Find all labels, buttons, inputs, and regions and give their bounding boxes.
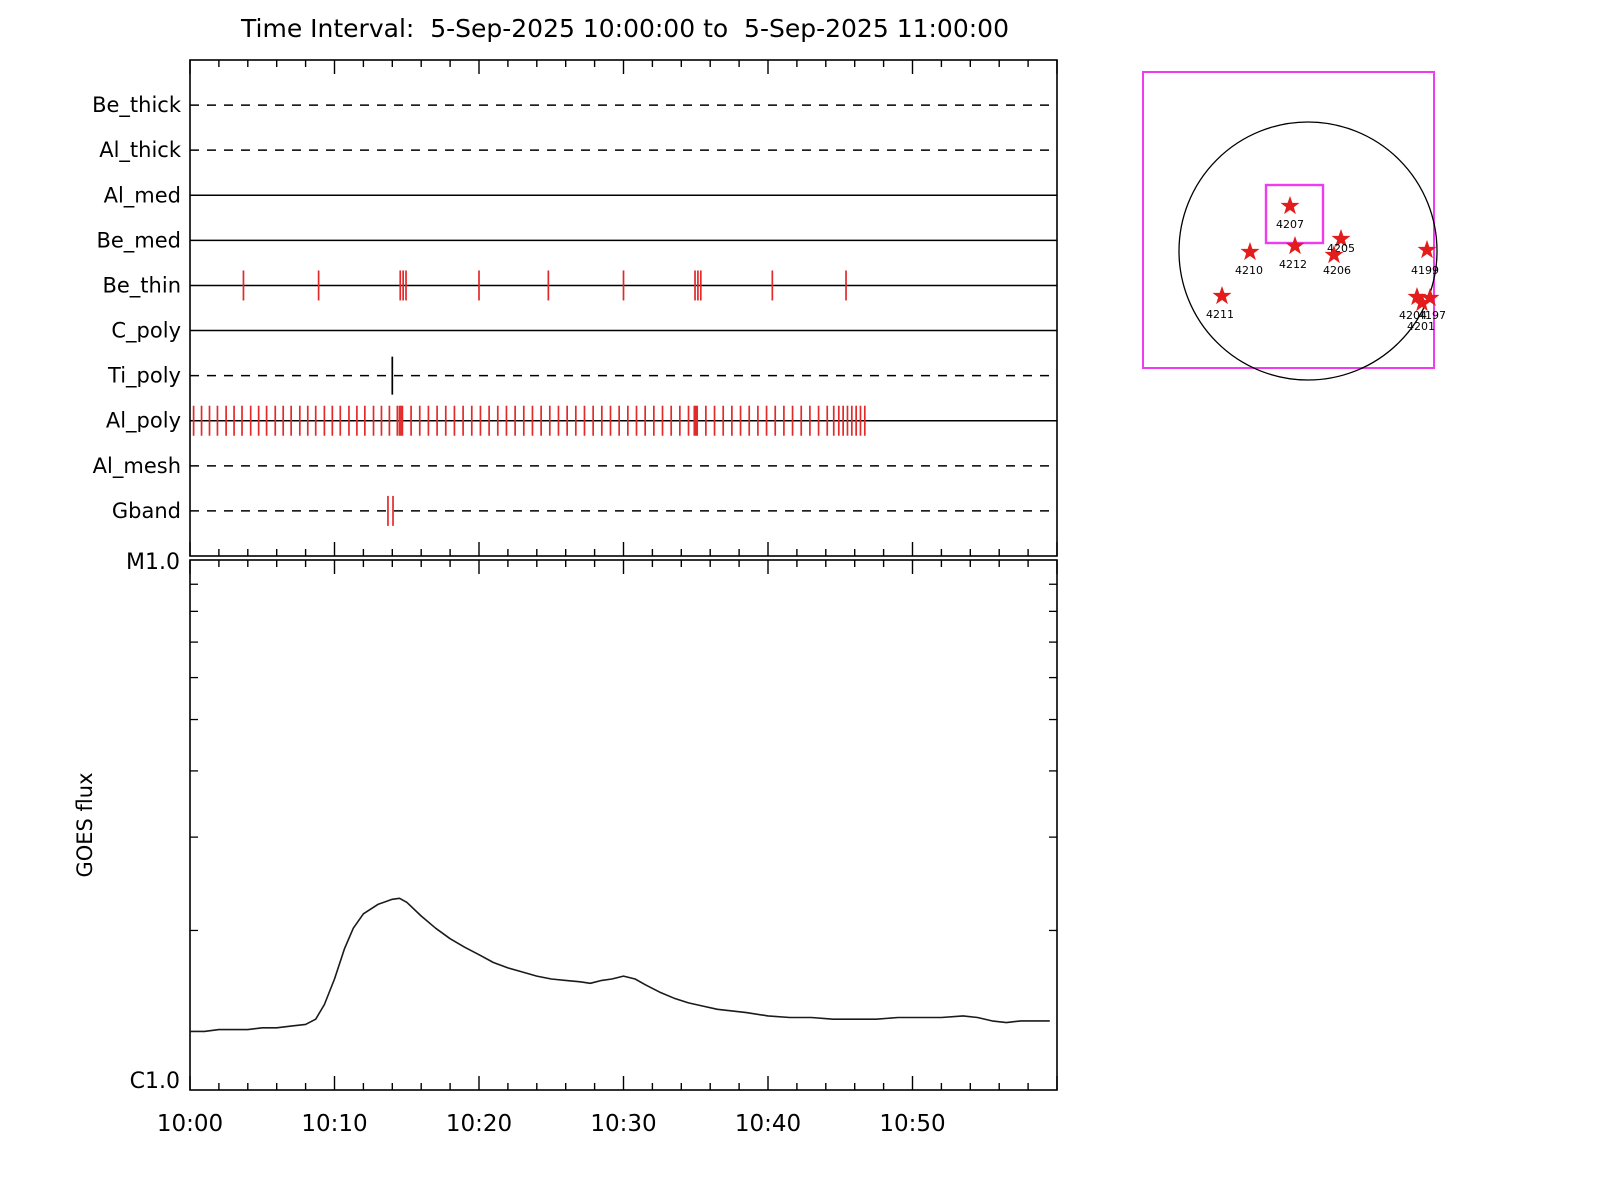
goes-xaxis-tick-label: 10:10: [301, 1111, 367, 1137]
channel-label-Ti_poly: Ti_poly: [107, 364, 181, 389]
channel-label-Al_mesh: Al_mesh: [93, 454, 181, 479]
active-region-label-4201: 4201: [1407, 320, 1435, 333]
channel-label-Be_med: Be_med: [96, 228, 181, 253]
channel-label-Al_poly: Al_poly: [106, 409, 181, 434]
goes-yaxis-top-label: M1.0: [126, 550, 180, 575]
active-region-star-4206: [1324, 244, 1344, 264]
channel-label-Al_thick: Al_thick: [99, 138, 182, 163]
inner-fov-box: [1264, 183, 1325, 245]
active-region-star-4197: [1420, 287, 1440, 307]
active-region-star-4210: [1240, 241, 1260, 261]
active-region-star-4211: [1212, 285, 1232, 305]
goes-xaxis-tick-label: 10:40: [735, 1111, 801, 1137]
active-region-star-4205: [1331, 228, 1351, 248]
active-region-star-4212: [1285, 235, 1305, 255]
active-region-label-4211: 4211: [1206, 308, 1234, 321]
channel-label-Al_med: Al_med: [104, 183, 181, 208]
active-region-star-4207: [1280, 195, 1300, 215]
goes-yaxis-title: GOES flux: [73, 772, 97, 877]
solar-limb-circle: [1178, 121, 1438, 381]
goes-xaxis-tick-label: 10:50: [879, 1111, 945, 1137]
active-region-label-4204: 4204: [1399, 309, 1427, 322]
channel-label-Be_thick: Be_thick: [92, 93, 182, 118]
active-region-label-4199: 4199: [1411, 264, 1439, 277]
active-region-label-4210: 4210: [1235, 264, 1263, 277]
active-region-label-4206: 4206: [1323, 264, 1351, 277]
timeline-panel-border: [189, 59, 1058, 557]
goes-xaxis-tick-label: 10:20: [446, 1111, 512, 1137]
figure-title: Time Interval: 5-Sep-2025 10:00:00 to 5-…: [241, 14, 1009, 43]
outer-fov-box: [1142, 71, 1435, 369]
active-region-label-4212: 4212: [1279, 258, 1307, 271]
active-region-label-4197: 4197: [1418, 309, 1446, 322]
channel-label-C_poly: C_poly: [111, 319, 181, 344]
channel-label-Be_thin: Be_thin: [102, 273, 181, 298]
goes-flux-curve: [190, 897, 1050, 1033]
active-region-label-4207: 4207: [1276, 218, 1304, 231]
active-region-star-4199: [1417, 239, 1437, 259]
goes-xaxis-tick-label: 10:00: [157, 1111, 223, 1137]
goes-xaxis-tick-label: 10:30: [590, 1111, 656, 1137]
active-region-star-4201: [1412, 292, 1432, 312]
channel-label-Gband: Gband: [112, 499, 181, 523]
goes-yaxis-bottom-label: C1.0: [130, 1069, 180, 1094]
